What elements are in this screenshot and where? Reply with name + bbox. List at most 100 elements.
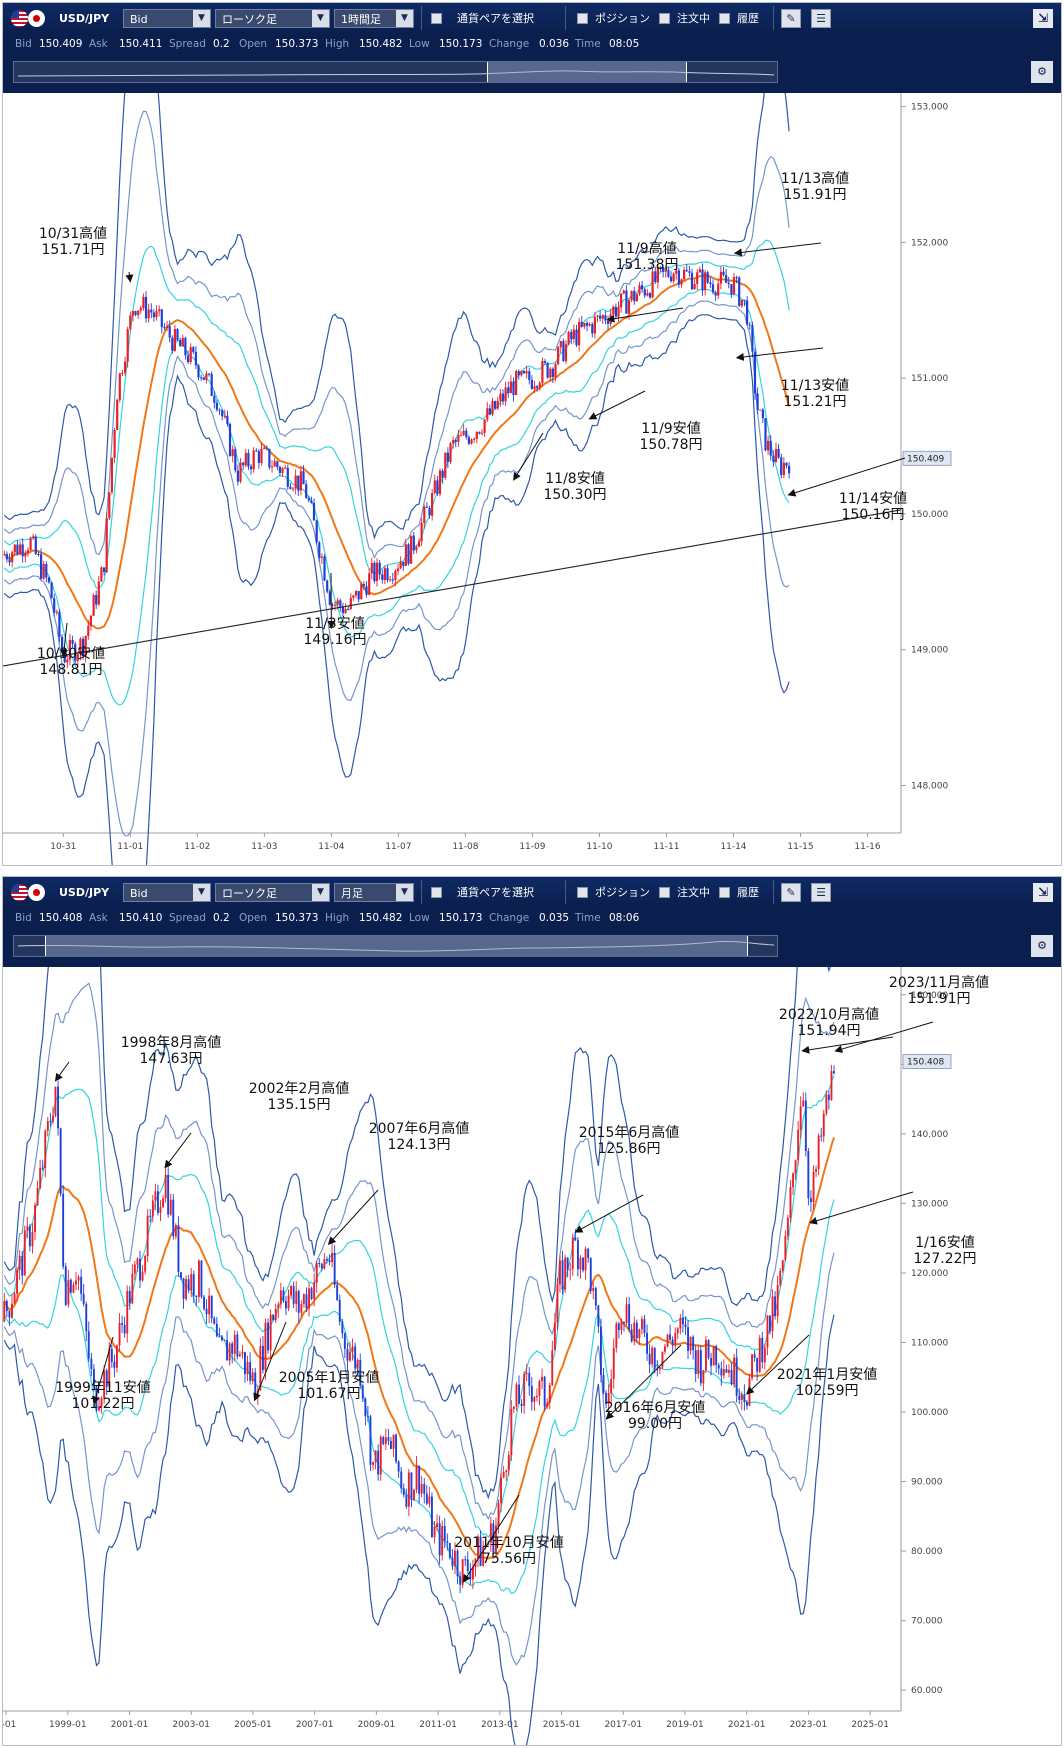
candle-up [208,1295,211,1315]
annotation-arrow [125,271,134,283]
candle-up [415,546,418,551]
y-tick-label: 151.000 [911,374,948,384]
candle-down [59,1128,62,1194]
candle-up [789,1187,792,1218]
candle-down [378,562,381,575]
candle-down [80,1276,83,1294]
annotation-price: 125.86円 [598,1141,661,1157]
candle-down [249,1362,252,1381]
candle-up [126,328,129,362]
candle-up [174,1225,177,1237]
ask-value: 150.411 [119,38,163,50]
candle-down [167,1174,170,1215]
candle-down [589,1258,592,1291]
collapse-icon[interactable]: ⇲ [1033,883,1053,902]
position-checkbox[interactable] [577,13,588,24]
candle-up [264,1322,267,1370]
candle-up [610,1379,613,1394]
chart-settings-icon[interactable]: ⚙ [1031,935,1053,957]
y-tick-label: 100.000 [911,1408,948,1418]
candle-down [326,580,329,592]
settings-list-icon[interactable]: ☰ [811,883,831,902]
candle-up [767,440,770,451]
candle-down [710,1358,712,1366]
candle-up [638,1329,641,1339]
candle-down [654,271,657,283]
timeframe-select[interactable]: 1時間足 ▼ [334,9,414,28]
candle-up [333,604,337,606]
select-pair-checkbox[interactable] [431,13,442,24]
ask-label: Ask [89,38,108,50]
candle-down [195,1295,198,1297]
draw-tools-icon[interactable]: ✎ [781,883,801,902]
history-label: 履歴 [737,12,759,25]
y-tick-label: 140.000 [911,1130,948,1140]
candle-up [375,562,379,582]
candle-down [346,1349,349,1361]
candle-down [8,559,11,563]
candle-up [77,1276,80,1281]
select-pair-checkbox[interactable] [431,887,442,898]
navigator-track[interactable] [13,61,778,83]
chart-style-select[interactable]: ローソク足 ▼ [215,9,330,28]
settings-list-icon[interactable]: ☰ [811,9,831,28]
candle-down [192,347,195,352]
orders-checkbox[interactable] [659,887,670,898]
annotation-price: 99.00円 [628,1416,682,1432]
price-type-select[interactable]: Bid ▼ [123,883,211,902]
price-type-select[interactable]: Bid ▼ [123,9,211,28]
candle-down [443,1526,446,1542]
candle-up [116,399,119,430]
x-tick-label: 11-02 [184,842,210,852]
candle-down [312,502,316,521]
candle-up [121,372,124,374]
candle-down [64,1266,67,1305]
candle-down [833,1071,835,1074]
open-value: 150.373 [275,38,319,50]
candle-down [402,1488,405,1495]
candle-down [465,430,468,438]
navigator-track[interactable] [13,935,778,957]
candle-down [205,1308,208,1315]
candle-up [515,1384,518,1407]
candle-up [705,1340,707,1371]
chart-style-select[interactable]: ローソク足 ▼ [215,883,330,902]
annotation-arrow [92,1336,114,1405]
candle-up [233,1334,236,1354]
candle-up [352,595,355,598]
candle-down [735,1357,738,1396]
y-tick-label: 150.000 [911,510,948,520]
navigator-window[interactable] [487,62,688,82]
history-checkbox[interactable] [719,13,730,24]
timeframe-select[interactable]: 月足 ▼ [334,883,414,902]
candle-down [446,452,449,462]
navigator-window[interactable] [44,936,749,956]
orders-checkbox[interactable] [659,13,670,24]
candle-up [817,1135,820,1169]
candle-down [184,337,187,356]
candle-down [305,484,308,499]
candle-down [402,561,405,566]
candle-up [507,1455,510,1471]
candle-down [323,556,326,581]
candle-up [541,361,544,383]
history-checkbox[interactable] [719,887,730,898]
candle-down [182,1278,185,1299]
candle-down [113,1361,116,1368]
candle-up [607,1393,610,1404]
candle-up [228,1343,231,1361]
candle-down [254,1372,257,1397]
candle-up [36,1188,39,1205]
position-checkbox[interactable] [577,887,588,898]
chart-settings-icon[interactable]: ⚙ [1031,61,1053,83]
candle-down [139,1258,141,1281]
spread-label: Spread [169,912,206,924]
candle-down [150,309,153,313]
candle-up [812,1171,815,1202]
candle-down [587,1248,590,1259]
draw-tools-icon[interactable]: ✎ [781,9,801,28]
candle-down [361,1385,364,1399]
candle-up [165,326,169,328]
collapse-icon[interactable]: ⇲ [1033,9,1053,28]
candle-down [659,267,662,269]
